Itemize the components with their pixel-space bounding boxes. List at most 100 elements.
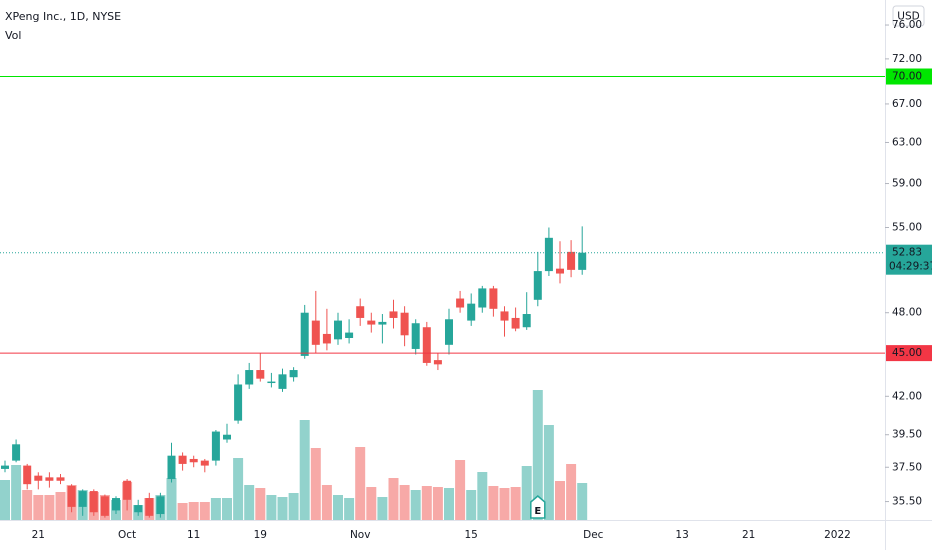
candle-body	[278, 374, 287, 389]
candle-body	[433, 360, 442, 365]
chart-title: XPeng Inc., 1D, NYSE	[5, 10, 121, 23]
volume-bar	[321, 485, 332, 520]
candle-body	[223, 434, 231, 440]
candle-body	[489, 288, 498, 309]
x-tick-label: 19	[254, 529, 267, 541]
volume-bar	[355, 447, 366, 520]
candle-body	[123, 480, 132, 500]
candle-body	[378, 321, 387, 325]
volume-bar	[366, 487, 377, 520]
y-tick-label: 42.00	[892, 390, 922, 402]
x-tick-label: 11	[187, 529, 200, 541]
x-tick-label: 13	[675, 529, 688, 541]
volume-bar	[255, 488, 266, 520]
candle-body	[522, 314, 531, 328]
y-tick-label: 76.00	[892, 19, 922, 31]
candle-body	[445, 319, 453, 345]
volume-bar	[310, 448, 321, 520]
candle-body	[56, 477, 65, 481]
volume-bar	[477, 472, 488, 520]
candle-body	[189, 458, 198, 463]
volume-bar	[0, 480, 10, 520]
x-tick-label: 15	[465, 529, 478, 541]
candle-body	[300, 312, 309, 356]
volume-bar	[532, 390, 543, 520]
volume-bar	[44, 495, 55, 520]
y-tick-label: 48.00	[892, 307, 922, 319]
volume-bar	[11, 465, 22, 520]
candle-body	[67, 485, 76, 507]
volume-bar	[543, 425, 554, 520]
last-price-label: 52.83	[892, 247, 922, 259]
countdown-label: 04:29:37	[889, 261, 932, 273]
volume-bar	[299, 420, 310, 520]
earnings-marker: E	[534, 506, 541, 517]
x-tick-label: 21	[742, 529, 755, 541]
volume-bar	[277, 497, 288, 520]
y-tick-label: 67.00	[892, 98, 922, 110]
candle-body	[200, 460, 209, 466]
candle-body	[112, 498, 120, 511]
y-tick-label: 37.50	[892, 461, 922, 473]
candle-body	[411, 323, 420, 349]
volume-bar	[566, 464, 577, 520]
candle-body	[245, 370, 254, 385]
candle-body	[100, 496, 109, 516]
earnings-marker-shape	[530, 495, 546, 519]
volume-bar	[33, 495, 44, 520]
volume-bar	[222, 498, 232, 520]
volume-bar	[432, 487, 443, 520]
volume-bar	[22, 490, 33, 520]
candle-body	[12, 444, 21, 461]
candle-body	[178, 455, 187, 464]
y-tick-label: 63.00	[892, 136, 922, 148]
volume-bar	[333, 495, 343, 520]
candle-body	[89, 491, 98, 513]
candle-body	[211, 431, 220, 461]
volume-bar	[244, 485, 255, 520]
volume-bar	[166, 478, 177, 520]
candle-body	[456, 298, 465, 308]
last-price-box	[886, 244, 932, 275]
y-tick-label: 55.00	[892, 221, 922, 233]
y-tick-label: 59.00	[892, 178, 922, 190]
volume-bar	[577, 483, 588, 520]
candle-body	[500, 311, 509, 321]
candle-body	[1, 465, 9, 469]
volume-bar	[266, 495, 277, 520]
x-tick-label: Dec	[583, 529, 604, 541]
currency-label[interactable]: USD	[897, 11, 919, 23]
x-tick-label: Nov	[350, 529, 371, 541]
x-tick-label: Oct	[118, 529, 136, 541]
candle-body	[289, 370, 298, 378]
price-label: 70.00	[892, 71, 922, 83]
volume-bar	[388, 478, 399, 520]
candle-body	[422, 327, 431, 363]
candle-body	[356, 306, 365, 318]
volume-bar	[410, 490, 421, 520]
candle-body	[34, 475, 43, 481]
candle-body	[145, 498, 154, 516]
candle-body	[544, 237, 553, 272]
volume-bar	[399, 485, 410, 520]
candle-body	[322, 333, 331, 344]
candle-body	[556, 268, 564, 274]
volume-bar	[444, 488, 454, 520]
volume-bar	[344, 498, 355, 520]
price-label-box	[886, 68, 932, 85]
candle-body	[167, 455, 176, 480]
candle-body	[389, 311, 398, 318]
volume-bar	[177, 503, 188, 520]
plot-area	[0, 226, 588, 520]
candle-body	[578, 252, 587, 270]
volume-bar	[499, 488, 510, 520]
y-tick-label: 72.00	[892, 53, 922, 65]
candle-body	[367, 320, 376, 325]
volume-bar	[188, 502, 199, 520]
volume-bar	[199, 502, 210, 520]
volume-bar	[421, 486, 432, 520]
currency-button[interactable]	[892, 5, 925, 27]
candle-body	[345, 332, 354, 338]
